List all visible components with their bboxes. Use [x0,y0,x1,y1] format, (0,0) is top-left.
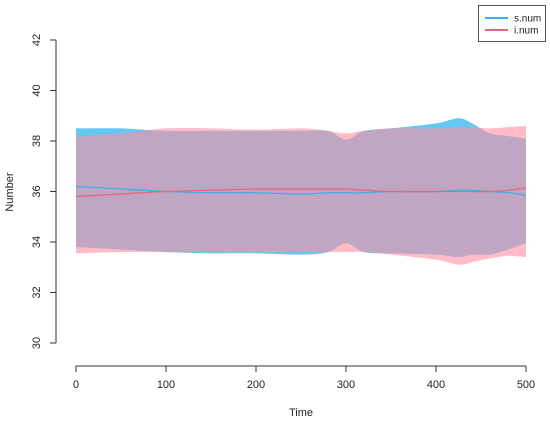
x-tick-label: 400 [427,379,445,391]
y-axis-title: Number [4,172,16,211]
line-i-num [75,187,527,198]
x-tick-label: 0 [73,379,79,391]
y-tick-label: 36 [31,185,43,197]
confidence-bands [76,118,526,265]
mean-lines [75,185,527,198]
y-tick-label: 34 [31,236,43,248]
x-tick-label: 100 [157,379,175,391]
legend-box [478,5,546,42]
x-axis-title: Time [289,407,313,419]
legend-label-s-num: s.num [514,14,541,25]
y-tick-label: 38 [31,135,43,147]
legend-label-i-num: i.num [514,26,538,37]
y-tick-label: 32 [31,286,43,298]
axes: 0 100 200 300 400 500 30 32 34 36 38 40 42 [31,34,535,391]
line-s-num [75,185,527,196]
x-tick-label: 300 [337,379,355,391]
y-tick-label: 30 [31,337,43,349]
x-tick-label: 200 [247,379,265,391]
y-tick-label: 40 [31,84,43,96]
x-tick-label: 500 [517,379,535,391]
y-tick-label: 42 [31,34,43,46]
band-i-num [76,125,526,265]
